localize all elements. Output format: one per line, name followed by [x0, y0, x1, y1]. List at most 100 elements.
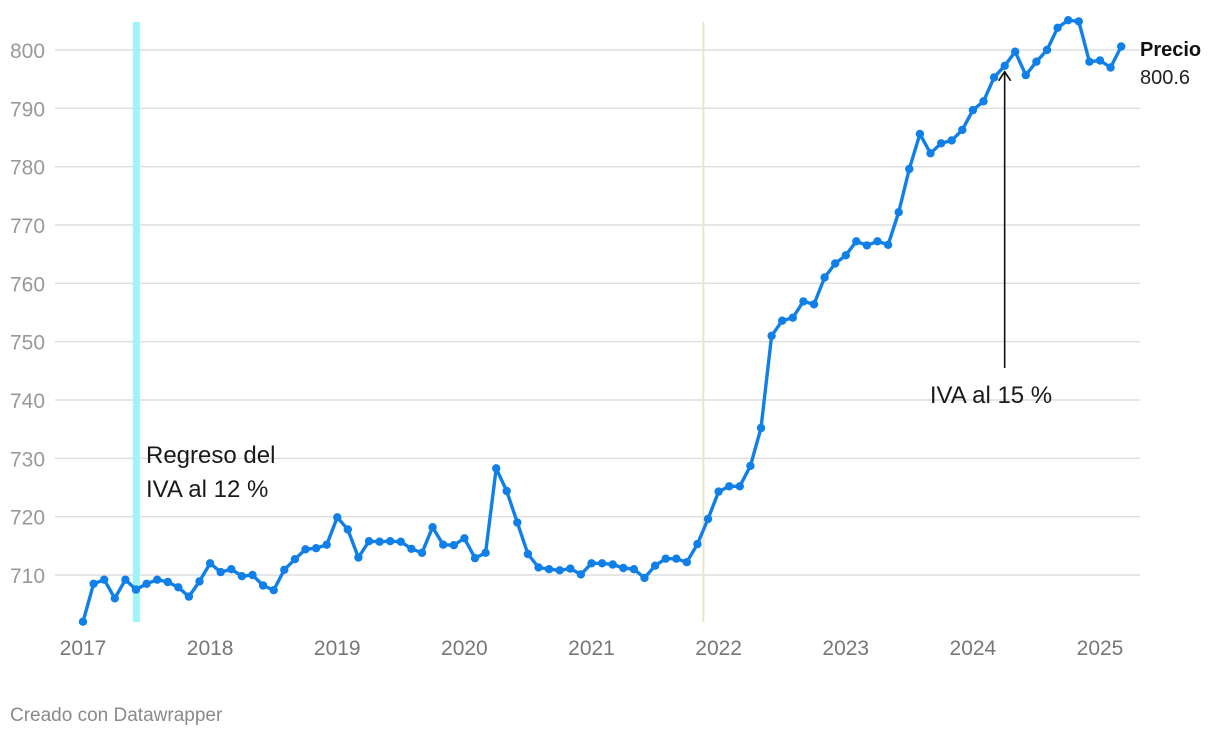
data-point	[523, 549, 533, 559]
data-point	[354, 553, 363, 562]
data-point	[597, 559, 607, 568]
iva12-annotation-line2: IVA al 12 %	[146, 476, 268, 503]
data-point	[1000, 61, 1009, 70]
data-point	[290, 555, 300, 564]
data-point	[926, 149, 935, 158]
data-point	[258, 581, 268, 590]
data-point	[915, 129, 925, 139]
data-point	[1064, 16, 1073, 25]
data-point	[1085, 57, 1094, 66]
data-point	[1011, 47, 1020, 56]
data-point	[428, 523, 437, 532]
x-tick-label: 2017	[60, 637, 107, 660]
y-tick-label: 730	[10, 448, 45, 471]
data-point	[269, 586, 278, 595]
data-point	[1117, 42, 1126, 51]
y-tick-label: 750	[10, 332, 45, 355]
data-point	[650, 561, 660, 570]
data-point	[534, 563, 543, 572]
data-point	[333, 513, 342, 522]
data-point	[100, 575, 109, 584]
data-point	[184, 592, 194, 601]
data-point	[142, 579, 151, 588]
data-point	[163, 577, 172, 587]
data-point	[979, 97, 988, 106]
data-point	[788, 313, 797, 322]
data-point	[386, 537, 395, 546]
data-point	[1032, 57, 1041, 66]
data-point	[831, 259, 840, 268]
data-point	[989, 73, 999, 82]
data-point	[682, 558, 691, 567]
data-point	[693, 539, 702, 549]
series-layer	[78, 16, 1126, 626]
data-point	[799, 297, 808, 306]
data-point	[1106, 63, 1115, 72]
data-point	[248, 570, 257, 580]
data-point	[555, 566, 564, 575]
data-point	[544, 565, 554, 574]
data-point	[227, 565, 236, 574]
data-point	[492, 464, 501, 473]
y-tick-label: 780	[10, 157, 45, 180]
data-point	[174, 583, 183, 592]
data-point	[778, 316, 787, 325]
datawrapper-credit: Creado con Datawrapper	[10, 705, 223, 726]
data-point	[1021, 70, 1030, 80]
label-layer: 710 720 730 740 750 760 770 780 790 800 2017 2018 20…	[10, 40, 1123, 660]
x-tick-label: 2019	[314, 637, 361, 660]
data-point	[481, 548, 490, 557]
data-point	[629, 565, 639, 574]
data-point	[576, 570, 586, 579]
data-point	[947, 136, 956, 145]
annotation-layer	[132, 22, 1012, 622]
data-point	[322, 540, 331, 549]
data-point	[841, 251, 850, 260]
y-tick-label: 760	[10, 273, 45, 296]
data-point	[89, 579, 98, 588]
data-point	[195, 577, 204, 586]
data-point	[672, 554, 681, 563]
data-point	[905, 164, 914, 174]
x-tick-label: 2018	[187, 637, 234, 660]
data-point	[1053, 23, 1062, 32]
data-point	[756, 423, 766, 433]
data-point	[343, 525, 352, 534]
data-point	[936, 139, 946, 148]
y-tick-label: 720	[10, 507, 45, 530]
x-tick-label: 2020	[441, 637, 488, 660]
data-point	[608, 560, 617, 569]
data-point	[153, 575, 162, 584]
data-point	[894, 208, 903, 217]
data-point	[883, 240, 893, 249]
data-point	[873, 237, 882, 246]
x-tick-label: 2022	[695, 637, 742, 660]
data-point	[619, 563, 628, 573]
data-point	[280, 565, 289, 574]
data-point	[470, 553, 480, 563]
iva15-arrowhead	[997, 70, 1012, 82]
data-point	[78, 617, 88, 626]
data-point	[417, 548, 427, 557]
series-name-label: Precio	[1140, 39, 1201, 61]
data-point	[513, 518, 522, 527]
data-point	[714, 487, 723, 496]
data-point	[237, 572, 247, 581]
data-point	[439, 540, 448, 549]
data-point	[958, 125, 967, 135]
y-tick-label: 770	[10, 215, 45, 238]
data-point	[661, 554, 670, 563]
grid-layer	[55, 49, 1140, 576]
data-point	[862, 241, 872, 250]
data-point	[746, 461, 755, 471]
x-tick-label: 2021	[568, 637, 615, 660]
data-point	[460, 534, 469, 543]
x-tick-label: 2024	[950, 637, 997, 660]
data-point	[375, 537, 384, 546]
iva12-annotation-line1: Regreso del	[146, 442, 275, 469]
data-point	[968, 105, 978, 115]
y-tick-label: 740	[10, 390, 45, 413]
y-tick-label: 800	[10, 40, 45, 63]
